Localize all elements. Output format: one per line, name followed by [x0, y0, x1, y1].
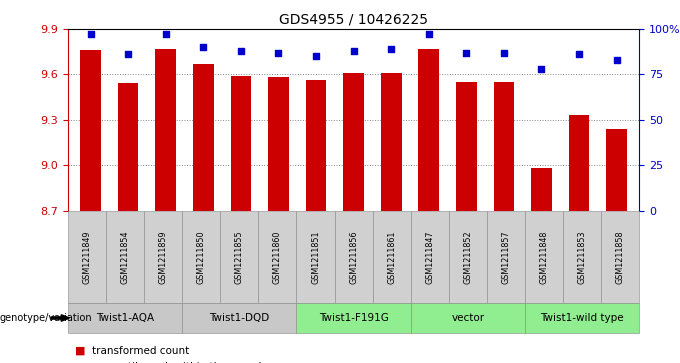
Text: GSM1211855: GSM1211855 [235, 230, 244, 284]
Text: GSM1211860: GSM1211860 [273, 230, 282, 284]
Text: GSM1211851: GSM1211851 [311, 230, 320, 284]
Point [235, 48, 246, 54]
Point [498, 50, 509, 56]
Bar [268, 77, 289, 211]
Point [536, 66, 547, 72]
Text: GSM1211854: GSM1211854 [120, 230, 130, 284]
Text: GSM1211859: GSM1211859 [158, 230, 168, 284]
Point [273, 50, 284, 56]
Text: GSM1211847: GSM1211847 [425, 230, 435, 284]
Point [348, 48, 359, 54]
Text: Twist1-wild type: Twist1-wild type [541, 313, 624, 323]
Text: Twist1-AQA: Twist1-AQA [96, 313, 154, 323]
Text: ■: ■ [75, 362, 85, 363]
Text: GSM1211849: GSM1211849 [82, 230, 92, 284]
Text: GSM1211856: GSM1211856 [349, 230, 358, 284]
Bar [231, 76, 251, 211]
Text: GSM1211853: GSM1211853 [577, 230, 587, 284]
Text: vector: vector [452, 313, 484, 323]
Bar [80, 50, 101, 211]
Point [198, 44, 209, 50]
Text: GSM1211858: GSM1211858 [615, 230, 625, 284]
Bar [381, 73, 401, 211]
Text: GSM1211850: GSM1211850 [197, 230, 206, 284]
Bar [343, 73, 364, 211]
Text: Twist1-DQD: Twist1-DQD [209, 313, 269, 323]
Point [122, 52, 133, 57]
Text: GSM1211848: GSM1211848 [539, 230, 549, 284]
Text: GSM1211857: GSM1211857 [501, 230, 511, 284]
Text: GSM1211861: GSM1211861 [387, 230, 396, 284]
Bar [193, 64, 214, 211]
Point [386, 46, 396, 52]
Text: genotype/variation: genotype/variation [0, 313, 92, 323]
Bar [494, 82, 514, 211]
Point [85, 32, 96, 37]
Bar [607, 129, 627, 211]
Point [461, 50, 472, 56]
Text: GSM1211852: GSM1211852 [463, 230, 473, 284]
Point [424, 32, 435, 37]
Point [611, 57, 622, 63]
Title: GDS4955 / 10426225: GDS4955 / 10426225 [279, 12, 428, 26]
Point [160, 32, 171, 37]
Text: percentile rank within the sample: percentile rank within the sample [92, 362, 268, 363]
Point [311, 53, 322, 59]
Bar [155, 49, 176, 211]
Point [574, 52, 585, 57]
Bar [568, 115, 590, 211]
Bar [306, 81, 326, 211]
Bar [118, 83, 139, 211]
Bar [418, 49, 439, 211]
Bar [531, 168, 552, 211]
Bar [456, 82, 477, 211]
Text: Twist1-F191G: Twist1-F191G [319, 313, 388, 323]
Text: transformed count: transformed count [92, 346, 189, 356]
Text: ■: ■ [75, 346, 85, 356]
